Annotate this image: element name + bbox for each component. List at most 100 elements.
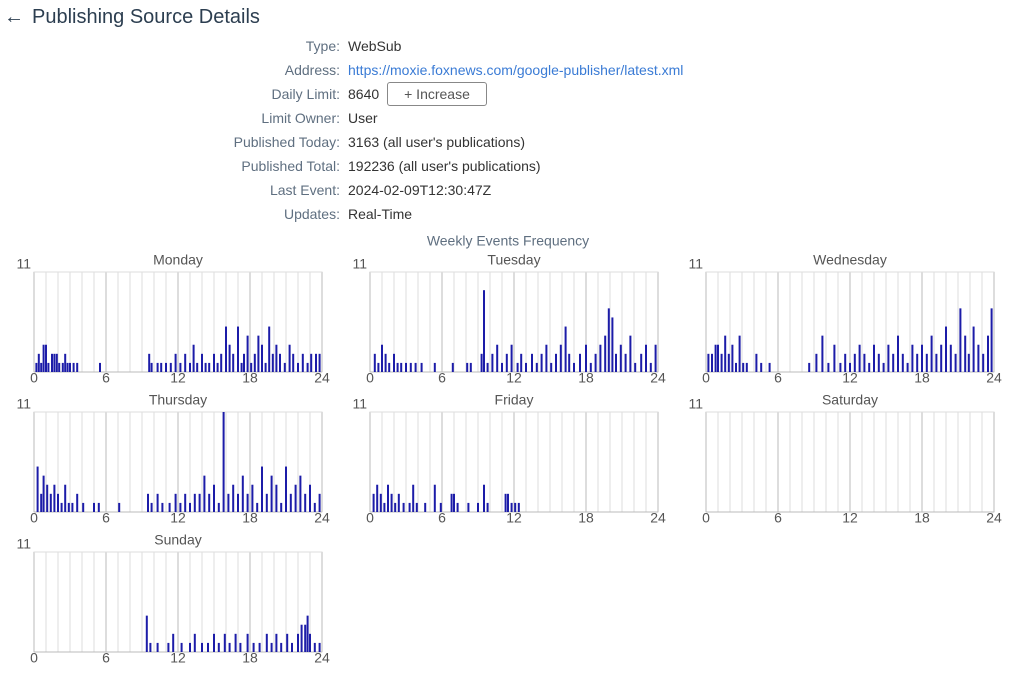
bar: [568, 353, 571, 372]
bar: [258, 642, 261, 652]
bar: [853, 353, 856, 372]
bar: [649, 362, 652, 372]
detail-label: Published Today:: [233, 134, 340, 150]
charts-title: Weekly Events Frequency: [427, 233, 589, 249]
address-link[interactable]: https://moxie.foxnews.com/google-publish…: [348, 62, 684, 78]
bar: [275, 344, 278, 372]
bar: [654, 344, 657, 372]
bar: [742, 362, 745, 372]
bar: [615, 353, 617, 372]
bar: [67, 502, 70, 512]
x-tick-label: 12: [842, 510, 858, 526]
plot-frame: [33, 411, 323, 513]
bar: [483, 290, 485, 372]
bar: [808, 362, 811, 372]
bar: [64, 353, 67, 372]
bar: [967, 353, 970, 372]
bar: [213, 633, 215, 652]
bar: [760, 362, 763, 372]
bar: [250, 362, 253, 372]
bar: [45, 344, 47, 372]
bar: [589, 362, 592, 372]
bar: [71, 502, 74, 512]
bar: [150, 502, 153, 512]
x-tick-label: 24: [986, 370, 1002, 386]
x-tick-label: 6: [102, 650, 110, 666]
bar: [165, 362, 167, 372]
bar: [887, 344, 890, 372]
bar: [906, 362, 909, 372]
bar: [149, 642, 152, 652]
plot-frame: [369, 411, 659, 513]
bar: [251, 484, 254, 512]
detail-label: Last Event:: [269, 182, 340, 198]
bar: [208, 493, 211, 512]
bar: [232, 353, 235, 372]
bar: [827, 362, 830, 372]
x-tick-label: 12: [170, 650, 186, 666]
back-arrow[interactable]: ←: [4, 5, 24, 28]
bar: [304, 493, 307, 512]
plot-frame: [33, 271, 323, 373]
bar: [270, 642, 273, 652]
x-tick-label: 24: [314, 650, 330, 666]
bar: [467, 502, 470, 512]
y-tick-label: 11: [352, 256, 367, 272]
bar: [72, 362, 75, 372]
bar: [69, 362, 71, 372]
bar: [252, 642, 255, 652]
y-tick-label: 11: [16, 536, 31, 552]
chart-title: Tuesday: [487, 252, 540, 268]
bar: [573, 362, 575, 372]
bar: [192, 344, 195, 372]
bar: [594, 353, 597, 372]
bar: [169, 362, 172, 372]
bar: [450, 493, 453, 512]
bar: [64, 484, 67, 512]
bar: [373, 353, 376, 372]
bar: [253, 353, 256, 372]
chart-title: Thursday: [149, 392, 207, 408]
bar: [297, 362, 299, 372]
bar: [711, 353, 713, 372]
y-tick-label: 11: [16, 256, 31, 272]
detail-value: WebSub: [348, 38, 402, 54]
bar: [707, 353, 710, 372]
bar: [873, 344, 875, 372]
bar: [309, 633, 311, 652]
bar: [727, 353, 730, 372]
bar: [47, 362, 50, 372]
bar: [714, 344, 717, 372]
bar: [579, 353, 581, 372]
bar: [394, 502, 397, 512]
increase-button[interactable]: + Increase: [387, 82, 487, 106]
bar: [720, 353, 723, 372]
bar: [156, 493, 159, 512]
bar: [755, 353, 758, 372]
bar: [97, 502, 100, 512]
x-tick-label: 12: [506, 510, 522, 526]
bar: [40, 493, 43, 512]
bar: [53, 353, 56, 372]
bar: [279, 353, 281, 372]
bar: [172, 633, 175, 652]
bar: [525, 362, 527, 372]
bar: [289, 493, 292, 512]
bar: [285, 466, 287, 512]
bar: [193, 493, 196, 512]
bar: [599, 344, 602, 372]
x-tick-label: 0: [702, 510, 710, 526]
bar: [265, 633, 268, 652]
bar: [555, 353, 557, 372]
bar: [821, 335, 824, 372]
bar: [184, 493, 187, 512]
bar: [940, 344, 943, 372]
bar: [520, 353, 523, 372]
bar: [954, 353, 957, 372]
x-tick-label: 6: [438, 370, 446, 386]
bar: [93, 502, 95, 512]
detail-label: Updates:: [283, 206, 340, 222]
bar: [514, 502, 517, 512]
bar: [882, 362, 885, 372]
bar: [156, 642, 159, 652]
